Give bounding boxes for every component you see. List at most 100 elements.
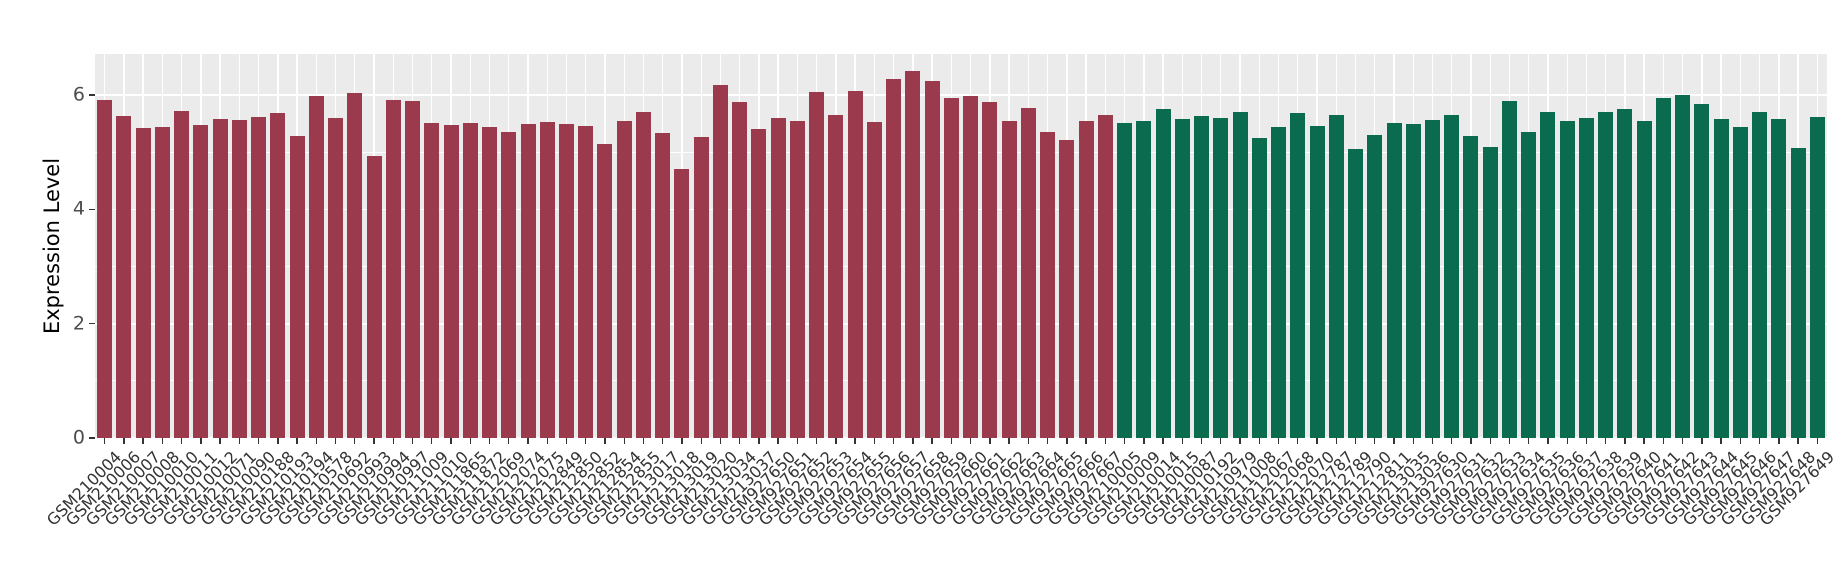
- bar: [1809, 116, 1825, 438]
- x-tick: [469, 438, 471, 444]
- x-tick: [1335, 438, 1337, 444]
- bar: [809, 92, 825, 438]
- bar: [1790, 147, 1806, 438]
- bar: [1213, 118, 1229, 438]
- x-tick: [200, 438, 202, 444]
- bar: [1348, 149, 1363, 438]
- bar: [674, 169, 690, 438]
- bar: [635, 112, 651, 438]
- x-tick: [315, 438, 317, 444]
- x-tick: [796, 438, 799, 444]
- major-gridline: [95, 94, 1827, 96]
- x-tick: [411, 438, 414, 444]
- x-tick: [1316, 438, 1318, 444]
- bar: [97, 99, 113, 438]
- x-tick: [1797, 438, 1799, 444]
- bar: [482, 126, 497, 438]
- bar: [1386, 122, 1402, 438]
- x-tick: [354, 438, 356, 444]
- bar: [655, 133, 671, 438]
- y-tick: [89, 323, 95, 325]
- x-tick: [604, 438, 606, 444]
- bar: [212, 119, 228, 438]
- bar: [578, 126, 594, 438]
- x-tick: [103, 438, 106, 444]
- bar: [982, 102, 998, 438]
- bar: [1040, 132, 1056, 438]
- x-tick: [585, 438, 587, 444]
- x-tick: [431, 438, 433, 444]
- bar: [1155, 109, 1171, 438]
- bar: [1501, 100, 1517, 438]
- bar: [116, 116, 132, 438]
- bar: [270, 113, 286, 438]
- major-gridline: [95, 437, 1827, 438]
- bar: [1732, 126, 1748, 438]
- x-tick: [1566, 438, 1568, 444]
- bar: [1559, 120, 1575, 438]
- x-tick: [969, 438, 972, 444]
- x-tick: [931, 438, 933, 444]
- x-tick: [450, 438, 452, 444]
- bar: [174, 111, 190, 438]
- x-tick: [1162, 438, 1164, 444]
- y-tick: [89, 94, 95, 96]
- bar: [1309, 126, 1325, 438]
- x-tick: [1412, 438, 1414, 444]
- x-tick: [123, 438, 125, 444]
- x-tick: [1508, 438, 1511, 444]
- x-tick: [662, 438, 664, 444]
- bar: [924, 80, 940, 438]
- x-tick: [1181, 438, 1183, 444]
- bar: [558, 123, 574, 438]
- bar: [847, 90, 863, 438]
- bar: [462, 122, 478, 438]
- bar: [905, 71, 921, 438]
- bar: [1636, 120, 1652, 438]
- x-tick: [623, 438, 625, 444]
- minor-gridline: [95, 380, 1827, 382]
- bar: [328, 118, 344, 438]
- x-tick: [738, 438, 741, 444]
- bar: [1097, 115, 1113, 438]
- bar: [1675, 95, 1691, 438]
- x-tick: [1104, 438, 1107, 444]
- x-tick: [835, 438, 837, 444]
- x-tick: [1604, 438, 1607, 444]
- bar: [1290, 113, 1306, 438]
- x-tick: [238, 438, 241, 444]
- bar: [539, 122, 555, 438]
- y-tick: [89, 437, 95, 439]
- x-tick: [950, 438, 953, 444]
- bar: [597, 143, 613, 438]
- x-tick: [1624, 438, 1626, 444]
- bar: [1655, 98, 1671, 438]
- bar: [1174, 119, 1190, 438]
- x-tick: [508, 438, 510, 444]
- y-tick-label: 4: [72, 197, 85, 220]
- x-tick: [1220, 438, 1222, 444]
- bar: [289, 136, 305, 438]
- x-tick: [719, 438, 722, 444]
- bar: [1251, 138, 1267, 438]
- x-tick: [1008, 438, 1010, 444]
- bar: [770, 118, 786, 438]
- x-tick: [681, 438, 683, 444]
- bar: [943, 98, 959, 438]
- x-tick: [527, 438, 529, 444]
- bar: [828, 115, 844, 438]
- bar: [308, 96, 324, 438]
- bar: [1020, 107, 1036, 438]
- x-tick: [1027, 438, 1030, 444]
- bar: [1540, 112, 1556, 438]
- bar: [963, 96, 979, 438]
- bar: [1694, 103, 1710, 438]
- x-tick: [777, 438, 779, 444]
- bar: [405, 100, 421, 438]
- x-tick: [1547, 438, 1549, 444]
- x-tick: [142, 438, 144, 444]
- bar: [732, 102, 748, 438]
- x-tick: [1528, 438, 1530, 444]
- bar: [712, 84, 728, 438]
